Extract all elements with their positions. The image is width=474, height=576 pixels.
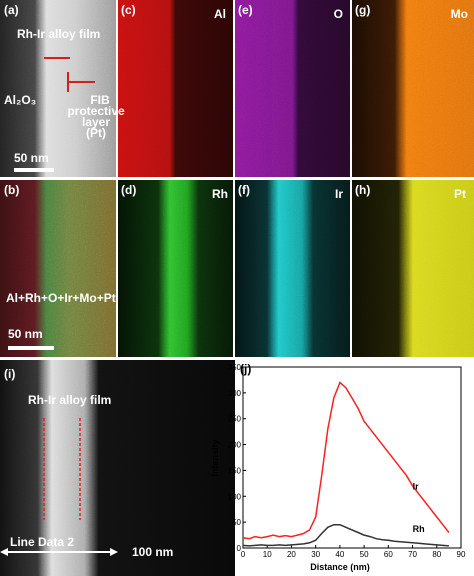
film-label: Rh-Ir alloy film xyxy=(28,393,111,407)
y-axis-label: Intensity xyxy=(210,439,220,476)
element-label: Mo xyxy=(451,7,468,21)
x-tick-label: 0 xyxy=(241,550,246,559)
y-tick-label: 300 xyxy=(228,389,242,398)
protective-label: (Pt) xyxy=(86,126,106,140)
y-tick-label: 100 xyxy=(228,492,242,501)
element-label: Pt xyxy=(454,187,466,201)
x-tick-label: 60 xyxy=(384,550,393,559)
element-label: O xyxy=(334,7,343,21)
panel-label: (d) xyxy=(121,183,136,197)
plot-frame xyxy=(242,366,462,549)
panel-label: (i) xyxy=(4,367,15,381)
y-tick-label: 350 xyxy=(228,363,242,372)
noise xyxy=(0,360,235,576)
series-line xyxy=(242,523,449,547)
panel-label: (a) xyxy=(4,3,19,17)
noise xyxy=(0,0,474,357)
y-tick-label: 250 xyxy=(228,415,242,424)
chart: (j) Distance (nm) Intensity 050100150200… xyxy=(210,360,474,576)
film-label: Rh-Ir alloy film xyxy=(17,27,100,41)
panel-label: (e) xyxy=(238,3,253,17)
protective-label: layer xyxy=(82,115,110,129)
element-label: Rh xyxy=(212,187,228,201)
x-tick-label: 10 xyxy=(263,550,272,559)
panel-label: (g) xyxy=(355,3,370,17)
line-label: Line Data 2 xyxy=(10,535,74,549)
panel-label: (f) xyxy=(238,183,250,197)
scale-label: 50 nm xyxy=(8,327,43,341)
scale-label: 100 nm xyxy=(132,545,173,559)
panel-label: (b) xyxy=(4,183,19,197)
panel-label: (h) xyxy=(355,183,370,197)
element-label: Ir xyxy=(335,187,343,201)
element-label: Al xyxy=(214,7,226,21)
x-tick-label: 50 xyxy=(360,550,369,559)
series-label: Ir xyxy=(413,481,420,491)
panel-label: (c) xyxy=(121,3,136,17)
scale-label: 50 nm xyxy=(14,151,49,165)
series-label: Rh xyxy=(413,524,425,534)
x-axis-label: Distance (nm) xyxy=(310,562,370,572)
x-tick-label: 70 xyxy=(408,550,417,559)
x-tick-label: 40 xyxy=(335,550,344,559)
chart-background xyxy=(237,360,474,576)
y-tick-label: 200 xyxy=(228,441,242,450)
y-tick-label: 50 xyxy=(232,518,241,527)
x-tick-label: 80 xyxy=(432,550,441,559)
y-tick-label: 150 xyxy=(228,466,242,475)
protective-label: protective xyxy=(67,104,125,118)
elements-label: Al+Rh+O+Ir+Mo+Pt xyxy=(6,291,116,305)
series-line xyxy=(242,381,450,540)
substrate-label: Al₂O₃ xyxy=(4,93,36,107)
y-tick-label: 0 xyxy=(237,544,242,553)
panel-label: (j) xyxy=(240,362,251,376)
protective-label: FIB xyxy=(90,93,110,107)
x-tick-label: 30 xyxy=(311,550,320,559)
x-tick-label: 90 xyxy=(457,550,466,559)
x-tick-label: 20 xyxy=(287,550,296,559)
